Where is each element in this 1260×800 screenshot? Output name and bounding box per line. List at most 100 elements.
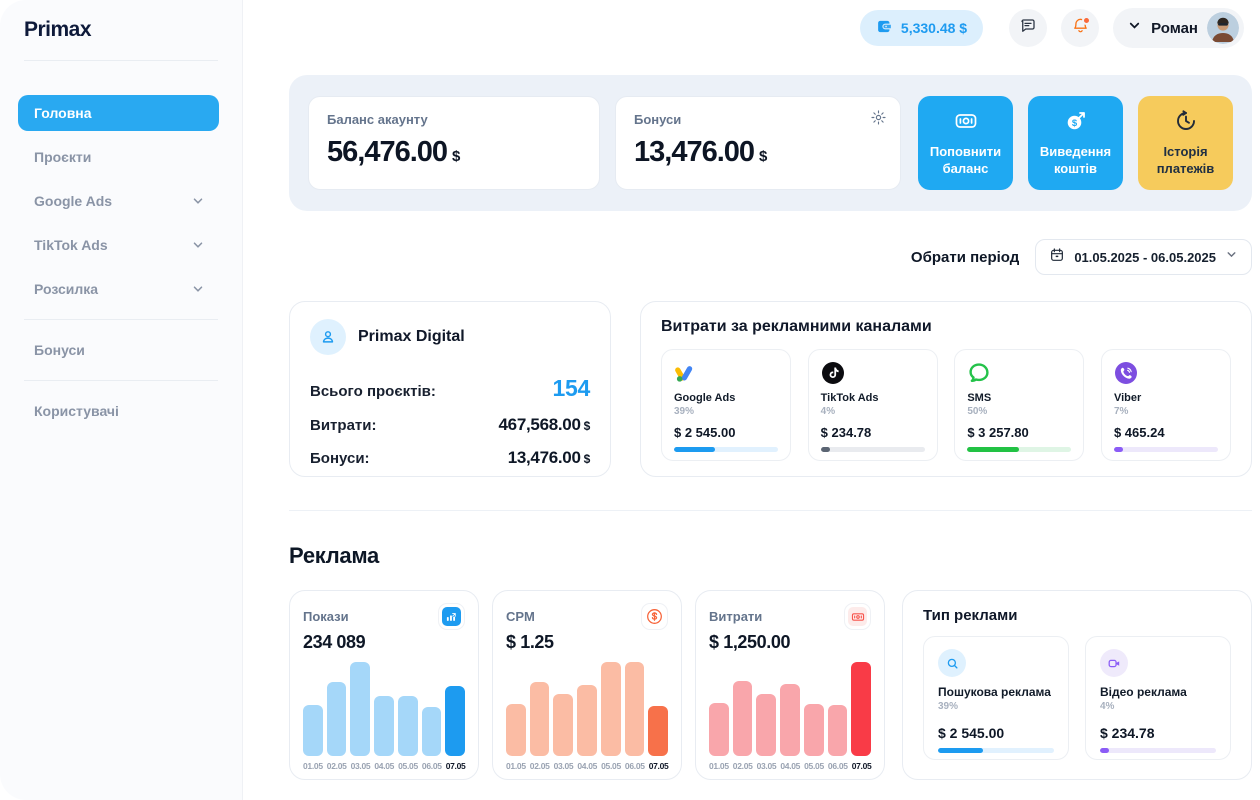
impressions-chart-card: Покази 234 089 01.05 02.05 03.05 04.05 05.05… (289, 590, 479, 780)
bar-date-label: 03.05 (553, 761, 574, 771)
sidebar-item-projects[interactable]: Проєкти (18, 139, 219, 175)
bar-date-label: 06.05 (421, 761, 442, 771)
bar-date-label: 01.05 (506, 761, 526, 771)
sidebar-divider (24, 380, 218, 381)
chevron-down-icon (191, 238, 205, 252)
date-range-picker[interactable]: 01.05.2025 - 06.05.2025 (1035, 239, 1252, 275)
spend-bars (709, 662, 872, 756)
sidebar-item-tiktok-ads[interactable]: TikTok Ads (18, 227, 219, 263)
sidebar-item-label: TikTok Ads (34, 237, 108, 253)
bar-05.05 (600, 662, 621, 756)
sidebar-item-users[interactable]: Користувачі (18, 393, 219, 429)
topup-balance-label: Поповнити баланс (929, 144, 1002, 176)
sidebar-item-bonuses[interactable]: Бонуси (18, 332, 219, 368)
balance-badge-value: 5,330.48 $ (900, 20, 968, 36)
bar-06.05 (421, 707, 442, 756)
bar-03.05 (350, 662, 371, 756)
sidebar-item-home[interactable]: Головна (18, 95, 219, 131)
sidebar-item-label: Google Ads (34, 193, 113, 209)
bar-07.05 (445, 685, 466, 756)
spend-value: $ 1,250.00 (709, 632, 791, 652)
ad-type-video-card: Відео реклама 4% $ 234.78 (1085, 636, 1231, 760)
chart-header: CPM (506, 603, 668, 630)
period-label: Обрати період (910, 248, 1020, 266)
balance-badge[interactable]: 5,330.48 $ (859, 10, 984, 46)
bell-icon (1071, 16, 1090, 40)
ad-type-progress-bar (938, 748, 1054, 753)
cpm-label: CPM (506, 609, 535, 624)
bonuses-settings-button[interactable] (870, 109, 887, 126)
channel-percent: 39% (674, 406, 695, 417)
channel-percent: 4% (820, 406, 836, 417)
date-range-value: 01.05.2025 - 06.05.2025 (1074, 249, 1216, 265)
notifications-button[interactable] (1061, 9, 1100, 47)
bonuses-card: Бонуси 13,476.00 $ (615, 96, 901, 190)
bar-04.05 (577, 684, 597, 756)
channel-name: TikTok Ads (820, 392, 879, 404)
channel-name: Viber (1113, 392, 1142, 404)
company-header: Primax Digital (310, 319, 590, 355)
sms-icon (967, 361, 1071, 385)
impressions-bar-labels: 01.05 02.05 03.05 04.05 05.05 06.05 07.05 (303, 761, 466, 771)
sidebar-item-label: Головна (34, 105, 92, 121)
bar-date-label: 04.05 (577, 761, 598, 771)
spend-label: Витрати (709, 609, 763, 624)
ad-types-card: Тип реклами Пошукова реклама 39% $ 2 545… (902, 590, 1252, 780)
channel-card-viber: Viber 7% $ 465.24 (1100, 349, 1231, 461)
bar-date-label: 07.05 (445, 761, 466, 771)
bar-date-label: 05.05 (601, 761, 621, 771)
progress-fill (1100, 748, 1109, 753)
avatar (1207, 12, 1239, 44)
currency-symbol: $ (583, 419, 591, 433)
bar-06.05 (624, 662, 645, 756)
bar-date-label: 01.05 (303, 761, 323, 771)
ads-section-title: Реклама (289, 543, 379, 568)
sidebar-item-mailing[interactable]: Розсилка (18, 271, 219, 307)
bar-02.05 (529, 681, 550, 756)
sidebar-item-google-ads[interactable]: Google Ads (18, 183, 219, 219)
topup-balance-button[interactable]: Поповнити баланс (918, 96, 1013, 190)
ad-types-title: Тип реклами (923, 607, 1018, 624)
channel-percent: 50% (967, 406, 988, 417)
spend-bar-labels: 01.05 02.05 03.05 04.05 05.05 06.05 07.05 (709, 761, 872, 771)
channels-row: Google Ads 39% $ 2 545.00 TikTok Ads 4% … (661, 349, 1231, 461)
ad-type-amount: $ 234.78 (1100, 725, 1155, 741)
bar-04.05 (780, 683, 800, 756)
channels-spend-card: Витрати за рекламними каналами Google Ad… (640, 301, 1252, 477)
bar-date-label: 06.05 (624, 761, 645, 771)
user-menu[interactable]: Роман (1113, 8, 1244, 48)
channels-title: Витрати за рекламними каналами (661, 318, 932, 335)
chevron-down-icon (1127, 18, 1142, 38)
sidebar: Primax Головна Проєкти Google Ads TikTok… (0, 0, 243, 800)
cpm-bar-labels: 01.05 02.05 03.05 04.05 05.05 06.05 07.05 (506, 761, 669, 771)
messages-button[interactable] (1009, 9, 1048, 47)
projects-value: 154 (552, 375, 591, 401)
progress-fill (967, 447, 1020, 452)
ad-type-search-card: Пошукова реклама 39% $ 2 545.00 (923, 636, 1069, 760)
banknote-icon (844, 603, 871, 630)
cpm-bars (506, 662, 669, 756)
sidebar-item-label: Проєкти (34, 149, 92, 165)
withdraw-funds-button[interactable]: $ Виведення коштів (1028, 96, 1123, 190)
wallet-icon (876, 18, 893, 38)
bar-date-label: 07.05 (648, 761, 669, 771)
progress-fill (1113, 447, 1124, 452)
section-divider (289, 510, 1252, 511)
account-balance-card: Баланс акаунту 56,476.00 $ (308, 96, 600, 190)
bar-date-label: 05.05 (804, 761, 824, 771)
currency-symbol: $ (583, 452, 591, 466)
channel-card-google-ads: Google Ads 39% $ 2 545.00 (661, 349, 791, 461)
sidebar-nav: Головна Проєкти Google Ads TikTok Ads Ро… (0, 61, 242, 429)
bar-04.05 (374, 695, 394, 756)
currency-symbol: $ (452, 148, 461, 165)
channel-card-tiktok: TikTok Ads 4% $ 234.78 (807, 349, 938, 461)
bar-date-label: 02.05 (732, 761, 753, 771)
sidebar-item-label: Розсилка (34, 281, 99, 297)
payment-history-button[interactable]: Історія платежів (1138, 96, 1233, 190)
bar-03.05 (756, 693, 777, 756)
chart-header: Покази (303, 603, 465, 630)
company-bonus-row: Бонуси: 13,476.00 $ (310, 448, 590, 468)
ad-type-percent: 39% (938, 701, 959, 712)
withdraw-funds-label: Виведення коштів (1039, 144, 1112, 176)
bar-02.05 (326, 681, 347, 756)
